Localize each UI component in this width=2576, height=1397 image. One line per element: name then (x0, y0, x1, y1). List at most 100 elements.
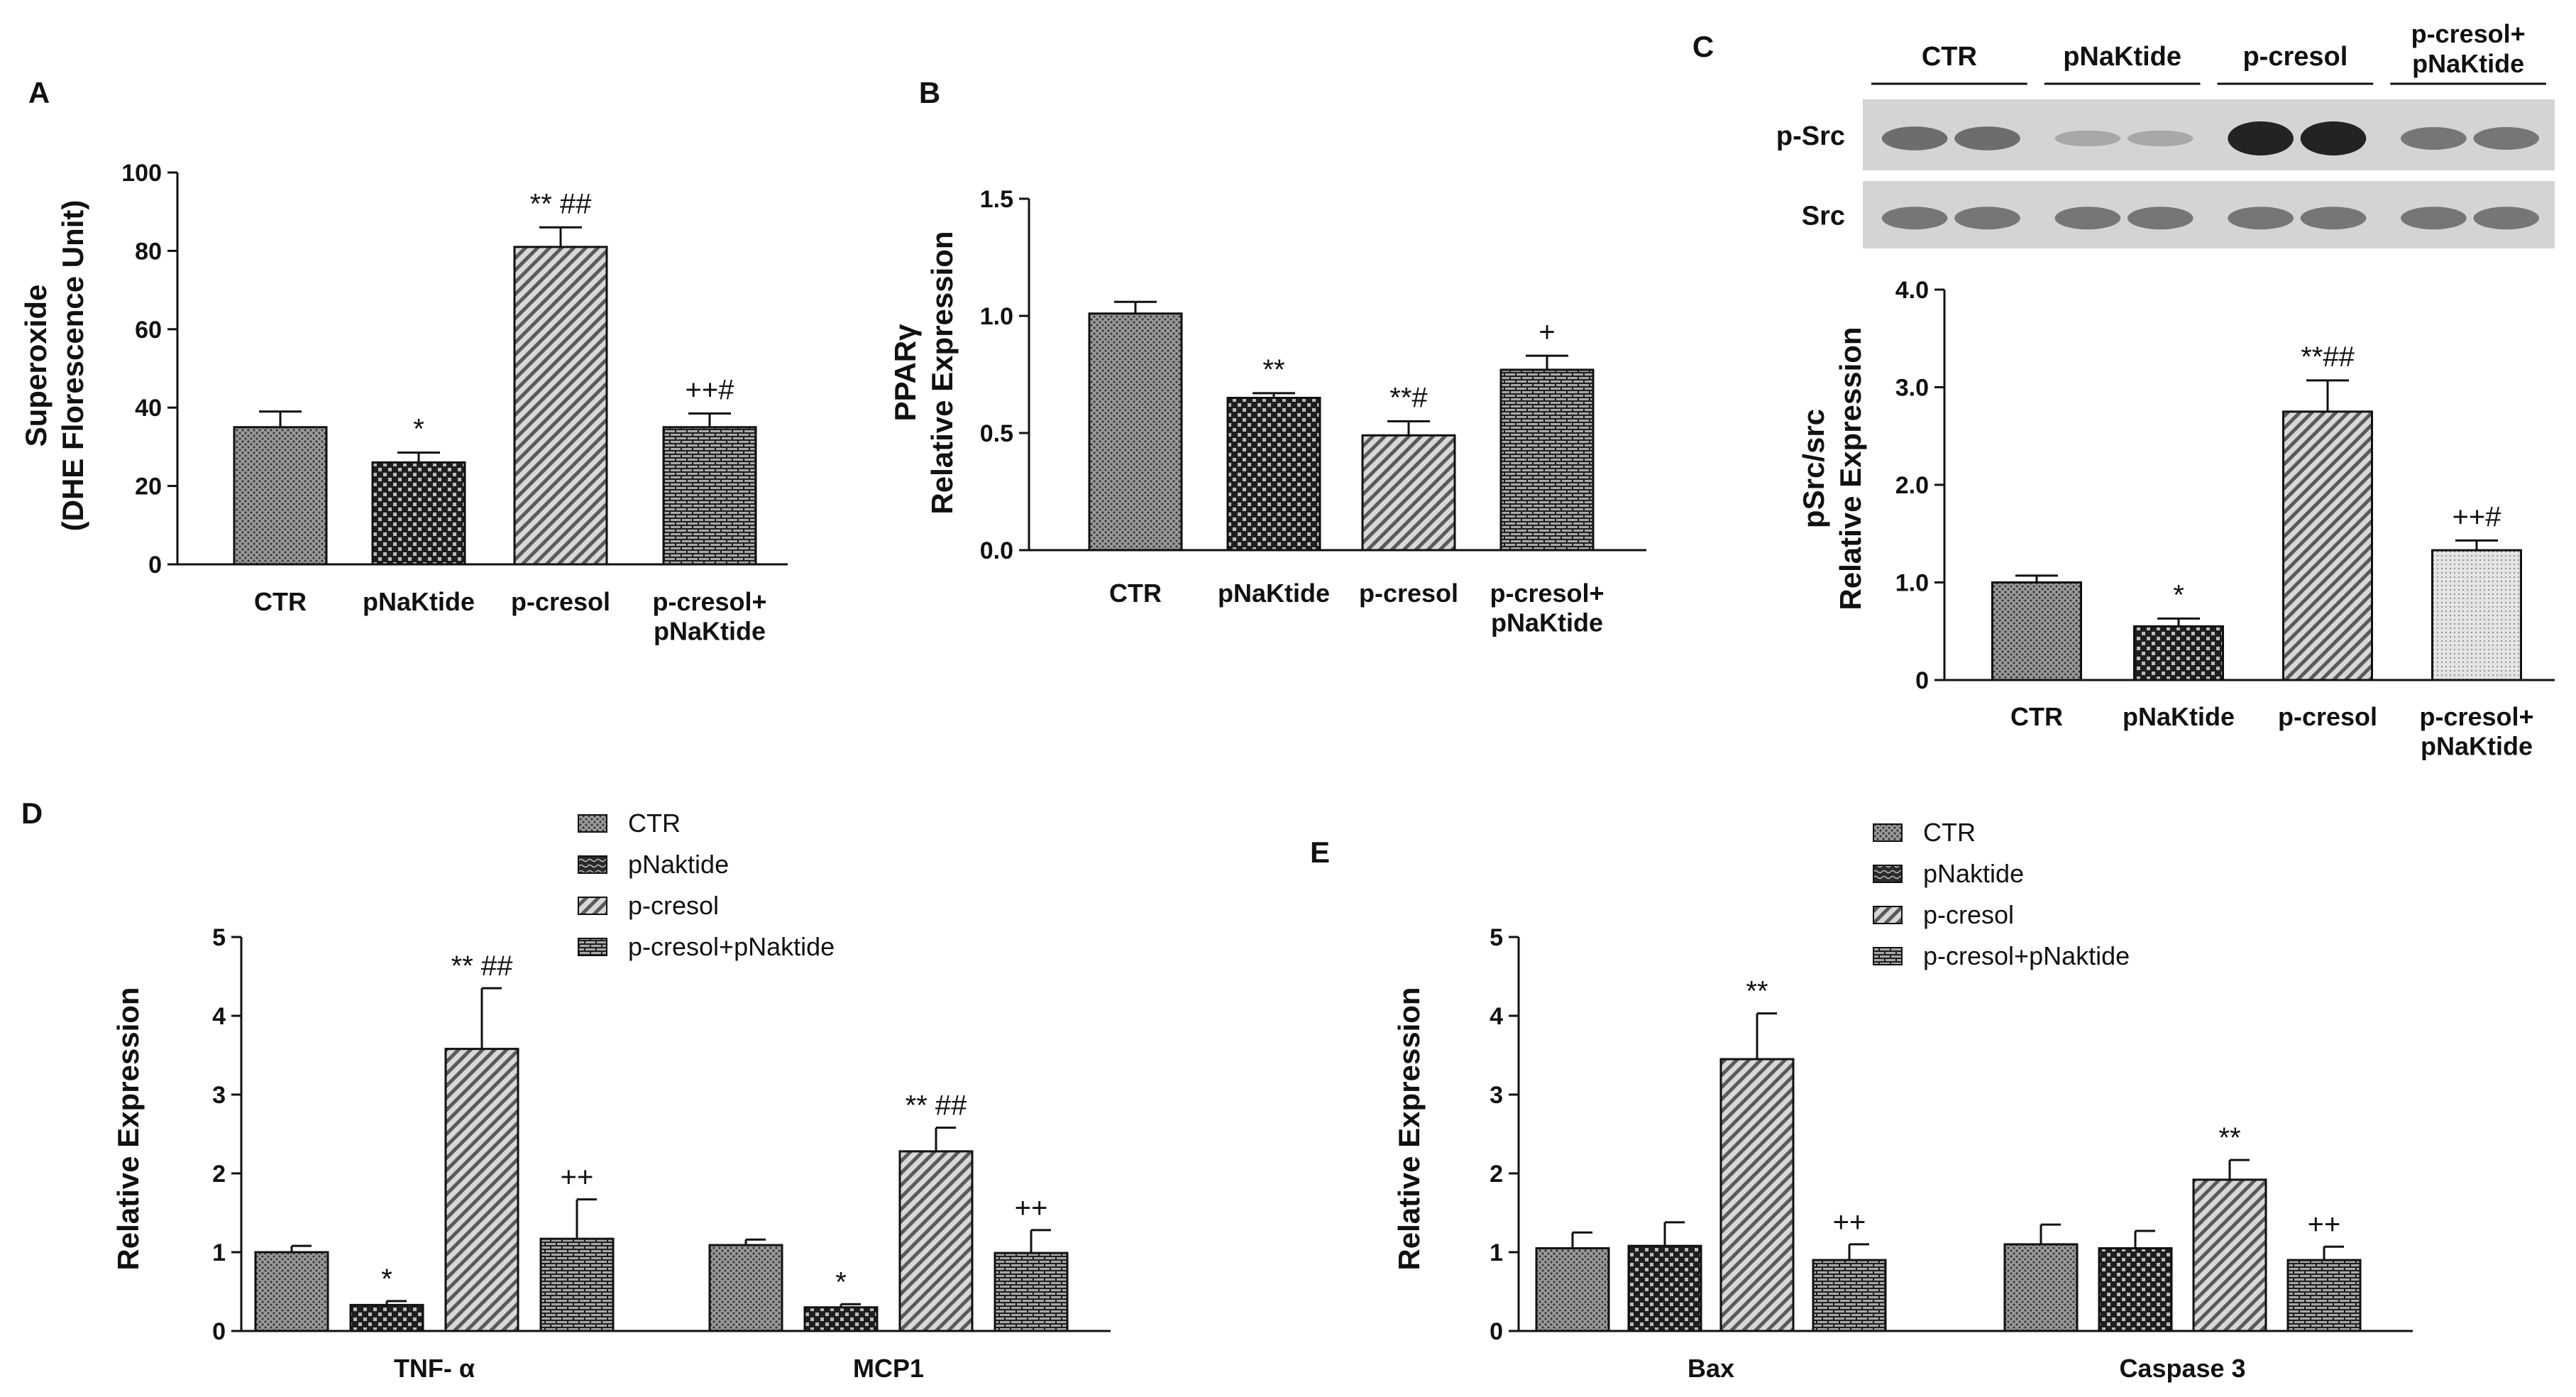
panel-c-ylabel: pSrc/src (1797, 409, 1830, 528)
panel-a-category-label: pNaKtide (363, 587, 475, 616)
blot-band (2473, 127, 2540, 150)
blot-band (2127, 130, 2194, 147)
panel-e-y-tick-label: 3 (1490, 1082, 1503, 1109)
panel-b-bar (1088, 312, 1183, 552)
panel-d-legend-label: pNaktide (628, 850, 729, 879)
blot-lane-label: pNaKtide (2412, 49, 2524, 78)
panel-a-y-tick-label: 20 (135, 473, 162, 500)
panel-d-bar (254, 1251, 329, 1332)
panel-c-y-tick-label: 1.0 (1895, 570, 1929, 597)
panel-c-bar (2431, 549, 2522, 681)
panel-d-legend-label: p-cresol (628, 891, 719, 920)
panel-c-y-tick-label: 3.0 (1895, 375, 1929, 402)
panel-b-annotation: + (1539, 317, 1555, 348)
panel-c-annotation: * (2173, 579, 2184, 610)
panel-d-y-tick-label: 5 (212, 924, 226, 951)
panel-a-annotation: * (413, 414, 424, 445)
blot-band (2054, 207, 2121, 230)
panel-a-y-tick-label: 80 (135, 238, 162, 265)
panel-e-legend-swatch (1873, 865, 1903, 883)
blot-lane-label: CTR (1922, 42, 1977, 72)
panel-d-annotation: ++ (1015, 1193, 1048, 1224)
panel-d-legend-label: p-cresol+pNaktide (628, 932, 835, 961)
panel-a-category-label: p-cresol+ pNaKtide (652, 587, 766, 645)
panel-e-y-tick-label: 1 (1490, 1239, 1503, 1266)
panel-e-category-label: Bax (1688, 1354, 1734, 1383)
panel-a-bar (371, 461, 466, 566)
blot-band (1954, 207, 2020, 230)
panel-d-bar (803, 1306, 879, 1332)
panel-a-category-label-line: p-cresol+ (652, 587, 766, 616)
panel-b-annotation: **# (1389, 383, 1428, 414)
panel-b-y-tick-label: 1.5 (980, 186, 1013, 213)
blot-lane-label: p-cresol+ (2411, 19, 2526, 48)
panel-e-bar (1535, 1247, 1610, 1332)
panel-b-bar (1499, 368, 1595, 552)
panel-b-y-tick-label: 0.5 (980, 420, 1013, 447)
panel-e-letter: E (1310, 836, 1330, 869)
panel-c-category-label-line: pNaKtide (2421, 731, 2533, 760)
panel-e-legend-label: pNaktide (1923, 859, 2024, 888)
panel-b-bar (1361, 434, 1456, 552)
panel-a-bar (233, 426, 328, 566)
panel-e-legend-label: p-cresol+pNaktide (1923, 941, 2130, 970)
blot-band (2228, 121, 2294, 155)
panel-d-bar (898, 1150, 974, 1332)
panel-d-legend-swatch (578, 855, 607, 874)
panel-e-y-tick-label: 4 (1490, 1003, 1503, 1030)
panel-d-legend-swatch (578, 938, 607, 956)
blot-band (2473, 207, 2540, 230)
panel-b-ylabel-2: Relative Expression (925, 231, 959, 514)
panel-e-y-tick-label: 0 (1490, 1318, 1503, 1345)
panel-d-bar (993, 1251, 1069, 1332)
panel-b-category-label: CTR (1109, 579, 1162, 608)
panel-d-letter: D (21, 796, 43, 830)
panel-a: A 0 20 40 60 80 100 Superoxide (DHE Florescence … (19, 76, 788, 645)
panel-c-annotation: ++# (2453, 501, 2502, 532)
panel-d-annotation: ++ (561, 1162, 594, 1193)
panel-d-category-label: TNF- α (394, 1354, 475, 1383)
blot-band (1881, 126, 1948, 150)
panel-e-bar (2286, 1259, 2362, 1332)
panel-c-bar (2282, 410, 2373, 681)
blot-band (2054, 130, 2121, 147)
panel-e-legend-label: p-cresol (1923, 900, 2014, 929)
panel-e-category-label: Caspase 3 (2119, 1354, 2245, 1383)
panel-e-legend-swatch (1873, 906, 1903, 924)
panel-e-legend-swatch (1873, 823, 1903, 842)
panel-d-category-label: MCP1 (853, 1354, 924, 1383)
panel-c-category-label-line: p-cresol+ (2419, 702, 2533, 731)
panel-b-category-label: p-cresol+ pNaKtide (1490, 579, 1604, 637)
panel-c-category-label: CTR (2010, 702, 2063, 731)
panel-a-bar (662, 426, 757, 566)
panel-b-category-label-line: p-cresol+ (1490, 579, 1604, 608)
panel-e-legend-label: CTR (1923, 818, 1976, 847)
panel-c-blot: CTR pNaKtide p-cresolp-cresol+pNaKtidep-Sr… (1776, 19, 2555, 248)
panel-e-bar (1812, 1259, 1887, 1332)
panel-a-letter: A (28, 76, 50, 109)
panel-e-bar (2098, 1247, 2173, 1332)
panel-c-y-tick-label: 2.0 (1895, 472, 1929, 499)
panel-d-legend-swatch (578, 897, 607, 915)
panel-d-y-tick-label: 1 (212, 1239, 226, 1266)
blot-band (2300, 207, 2367, 230)
panel-a-y-tick-label: 60 (135, 317, 162, 344)
blot-row-label: p-Src (1776, 121, 1845, 151)
panel-d-y-tick-label: 3 (212, 1082, 226, 1109)
panel-e: E 0 1 2 3 4 5 Relative Expression ** ++ Bax ** ++ Cas… (1310, 818, 2413, 1383)
panel-a-y-tick-label: 0 (148, 552, 162, 579)
panel-b-category-label: p-cresol (1359, 579, 1458, 608)
panel-e-annotation: ++ (2308, 1209, 2341, 1240)
blot-row-label: Src (1802, 202, 1845, 231)
panel-d-y-tick-label: 0 (212, 1318, 226, 1345)
panel-c-category-label: p-cresol (2278, 702, 2377, 731)
panel-c-bar (2133, 625, 2224, 681)
panel-e-legend-swatch (1873, 947, 1903, 965)
panel-b-annotation: ** (1262, 354, 1284, 385)
blot-band (1881, 207, 1948, 230)
panel-e-bar (1719, 1058, 1795, 1332)
panel-b-ylabel: PPARγ (888, 324, 922, 422)
panel-e-bar (2192, 1178, 2267, 1332)
panel-e-y-tick-label: 2 (1490, 1161, 1503, 1188)
